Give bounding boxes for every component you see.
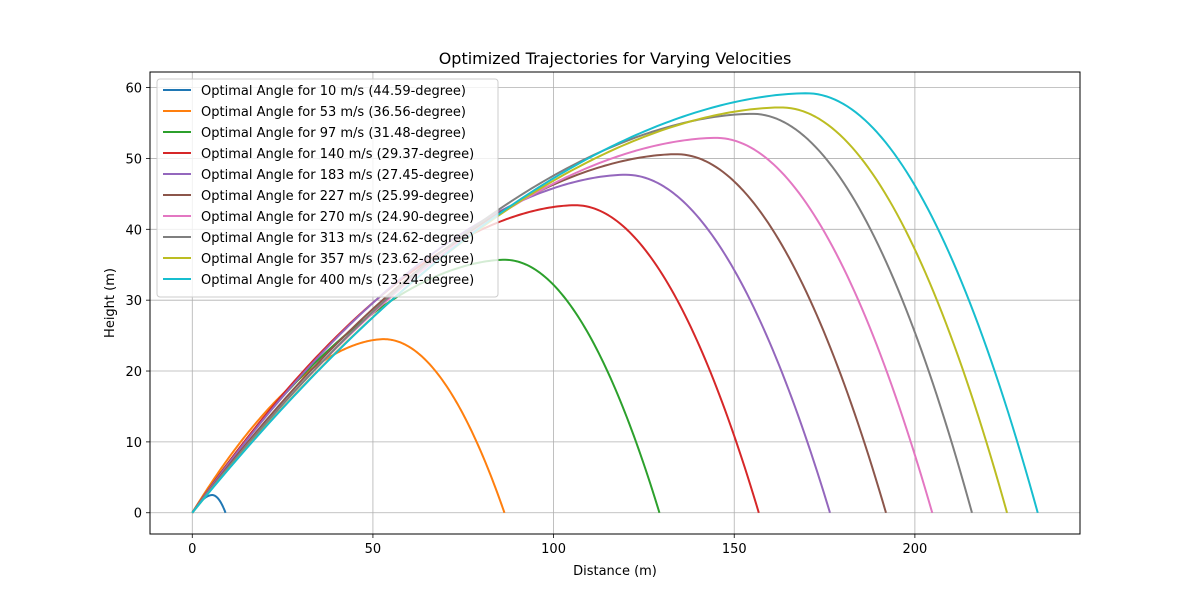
legend: Optimal Angle for 10 m/s (44.59-degree) O… — [156, 78, 499, 298]
x-tick-label: 0 — [188, 542, 196, 557]
x-tick-label: 150 — [722, 542, 747, 557]
trajectory-line — [191, 92, 1039, 514]
legend-box — [156, 78, 499, 298]
x-tick-label: 100 — [541, 542, 566, 557]
y-tick-label: 10 — [125, 436, 142, 451]
y-axis-label: Height (m) — [103, 268, 118, 338]
y-tick-label: 50 — [125, 152, 142, 167]
legend-label: Optimal Angle for 97 m/s (31.48-degree) — [201, 126, 466, 141]
legend-label: Optimal Angle for 400 m/s (23.24-degree) — [201, 273, 474, 288]
chart-title: Optimized Trajectories for Varying Veloc… — [439, 49, 792, 68]
x-tick-label: 50 — [365, 542, 382, 557]
trajectory-line — [191, 112, 973, 514]
x-axis-label: Distance (m) — [573, 564, 657, 579]
y-tick-label: 0 — [134, 507, 142, 522]
x-tick-label: 200 — [902, 542, 927, 557]
axis-ticks: 0 50 100 150 200 0 10 20 30 40 50 60 — [125, 82, 927, 557]
y-tick-label: 30 — [125, 294, 142, 309]
legend-label: Optimal Angle for 183 m/s (27.45-degree) — [201, 168, 474, 183]
legend-label: Optimal Angle for 357 m/s (23.62-degree) — [201, 252, 474, 267]
legend-label: Optimal Angle for 227 m/s (25.99-degree) — [201, 189, 474, 204]
y-tick-label: 60 — [125, 82, 142, 97]
legend-label: Optimal Angle for 53 m/s (36.56-degree) — [201, 105, 466, 120]
plot-frame — [149, 71, 1081, 535]
legend-label: Optimal Angle for 140 m/s (29.37-degree) — [201, 147, 474, 162]
y-tick-label: 20 — [125, 365, 142, 380]
legend-label: Optimal Angle for 313 m/s (24.62-degree) — [201, 231, 474, 246]
y-tick-label: 40 — [125, 223, 142, 238]
trajectory-line — [191, 338, 506, 514]
legend-label: Optimal Angle for 10 m/s (44.59-degree) — [201, 84, 466, 99]
legend-label: Optimal Angle for 270 m/s (24.90-degree) — [201, 210, 474, 225]
